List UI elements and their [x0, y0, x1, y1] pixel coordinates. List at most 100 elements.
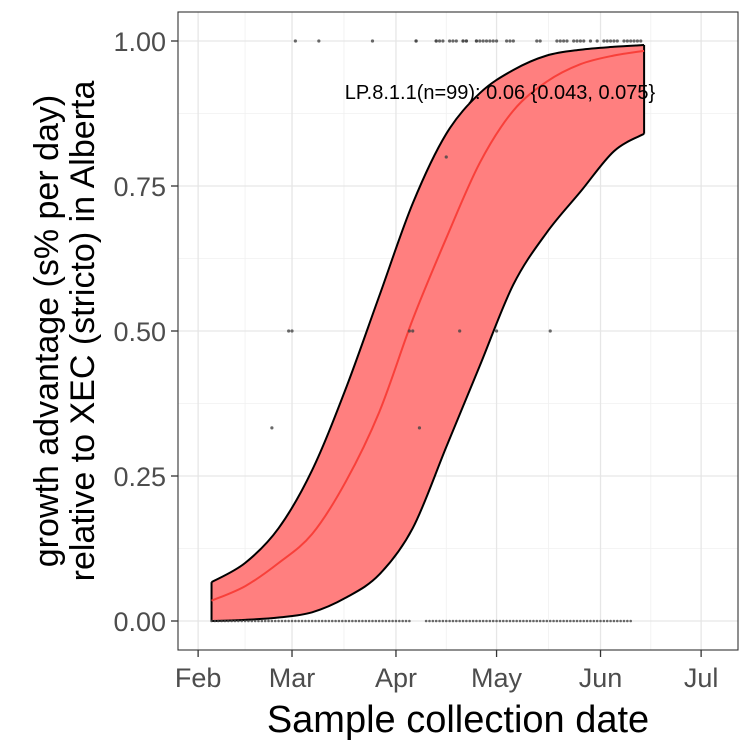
observation-point: [491, 619, 495, 623]
observation-point: [478, 39, 482, 43]
observation-point: [626, 619, 629, 623]
observation-point: [481, 619, 485, 623]
observation-point: [468, 619, 472, 623]
observation-point: [223, 619, 227, 623]
observation-point: [216, 619, 220, 623]
confidence-band: [210, 44, 646, 622]
observation-point: [465, 619, 468, 623]
observation-point: [411, 329, 415, 333]
confidence-band-fill: [211, 45, 645, 622]
observation-point: [548, 619, 552, 623]
observation-point: [495, 619, 498, 623]
observation-point: [461, 619, 465, 623]
observation-point: [535, 619, 539, 623]
observation-point: [585, 619, 589, 623]
observation-point: [595, 619, 599, 623]
observation-point: [270, 619, 274, 623]
observation-point: [284, 619, 287, 623]
observation-point: [582, 39, 586, 43]
observation-point: [458, 619, 461, 623]
observation-point: [622, 619, 626, 623]
observation-point: [488, 39, 492, 43]
observation-point: [270, 426, 274, 430]
observation-point: [484, 39, 489, 43]
fit-line: [211, 49, 645, 602]
y-tick-label: 0.00: [113, 607, 166, 637]
fit-line-layer: [211, 49, 645, 602]
observation-point: [528, 619, 532, 623]
observation-point: [354, 619, 358, 623]
observation-point: [317, 39, 321, 43]
observation-point: [364, 619, 368, 623]
observation-point: [582, 619, 586, 623]
observation-point: [307, 619, 311, 623]
observation-point: [327, 619, 331, 623]
observation-point: [565, 39, 569, 43]
observation-point: [391, 619, 394, 623]
observation-point: [377, 619, 381, 623]
observation-point: [304, 619, 307, 623]
observation-point: [344, 619, 347, 623]
observation-point: [213, 619, 217, 623]
y-tick-label: 0.75: [113, 172, 166, 202]
observation-point: [407, 329, 411, 333]
observation-point: [451, 39, 455, 43]
observation-point: [361, 619, 364, 623]
observation-point: [518, 619, 522, 623]
observation-point: [454, 39, 458, 43]
observation-point: [491, 39, 495, 43]
observation-point: [277, 619, 280, 623]
observation-point: [511, 39, 515, 43]
observation-point: [562, 39, 566, 43]
observation-point: [562, 619, 565, 623]
observation-point: [371, 619, 374, 623]
observation-point: [532, 619, 535, 623]
x-axis-title: Sample collection date: [267, 699, 649, 741]
observation-point: [575, 619, 579, 623]
observation-point: [434, 619, 438, 623]
y-axis-title-line-2: relative to XEC (stricto) in Alberta: [64, 81, 102, 582]
observation-point: [612, 39, 616, 43]
y-tick-label: 0.50: [113, 317, 166, 347]
observation-point: [290, 329, 294, 333]
y-tick-label: 0.25: [113, 462, 166, 492]
observation-point: [635, 39, 640, 43]
observation-point: [455, 619, 458, 623]
observation-point: [250, 619, 254, 623]
x-axis: Feb Mar Apr May Jun Jul: [175, 650, 718, 693]
observation-point: [300, 619, 304, 623]
observation-point: [575, 39, 579, 43]
observation-point: [441, 39, 445, 43]
observation-point: [227, 619, 230, 623]
x-tick-label: Mar: [269, 663, 316, 693]
observation-point: [578, 39, 583, 43]
observation-point: [458, 329, 462, 333]
observation-point: [612, 619, 616, 623]
observation-point: [293, 39, 297, 43]
observation-point: [317, 619, 321, 623]
observation-point: [320, 619, 324, 623]
observation-point: [471, 619, 475, 623]
observation-point: [247, 619, 250, 623]
observation-point: [545, 619, 549, 623]
observation-point: [404, 619, 408, 623]
upper-bound-line: [211, 44, 645, 584]
observation-point: [330, 619, 334, 623]
observation-point: [572, 619, 575, 623]
observation-point: [394, 619, 398, 623]
observation-point: [609, 619, 612, 623]
observation-point: [337, 619, 341, 623]
observation-point: [498, 619, 502, 623]
observation-point: [629, 619, 632, 623]
observation-point: [579, 619, 582, 623]
x-tick-label: Apr: [375, 663, 417, 693]
observation-point: [595, 39, 599, 43]
observation-point: [230, 619, 233, 623]
observation-point: [290, 619, 294, 623]
observation-point: [478, 619, 482, 623]
observation-point: [485, 619, 488, 623]
observation-point: [605, 619, 609, 623]
observation-point: [357, 619, 361, 623]
